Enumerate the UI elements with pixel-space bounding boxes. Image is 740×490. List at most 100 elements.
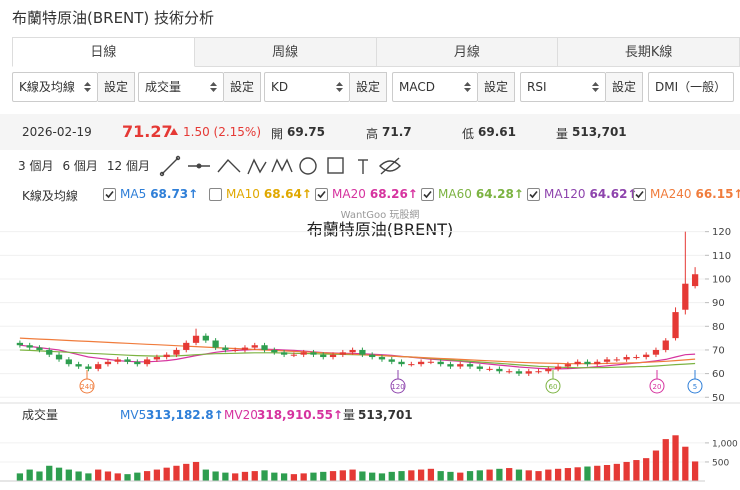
volume-bar [26,469,33,481]
arrow-down [464,88,471,92]
quote-bar: 2026-02-19 71.27 1.50 (2.15%) 開 69.75 高 … [0,114,740,150]
watermark: WantGoo 玩股網 [341,208,420,221]
volume-legend-name: 量 [343,408,355,422]
y-tick-label: 80 [712,322,725,333]
candle-body [192,335,200,343]
volume-bar [280,473,288,481]
volume-bar [447,471,454,481]
tab[interactable]: 月線 [376,37,559,67]
range-button[interactable]: 12 個月 [106,159,150,173]
candle-body [290,354,298,356]
tab[interactable]: 周線 [194,37,377,67]
angle-tool[interactable] [217,158,241,173]
settings-button[interactable]: 設定 [350,72,387,102]
volume-bar [320,471,327,481]
candle-body [652,349,660,355]
high-value: 71.7 [382,125,412,139]
volume-legend-name: MV5 [120,408,146,422]
candle-body [486,368,493,370]
selector-group: RSI 設定 [520,72,643,102]
period-marker-label: 240 [80,383,93,391]
dropdown[interactable]: 成交量 [138,72,224,102]
line-tool[interactable] [159,155,181,177]
hline-tool[interactable] [188,163,210,169]
volume-bar [633,460,640,481]
volume-bar [55,467,63,481]
volume-bar [95,469,102,481]
check [635,190,644,198]
candle-body [447,364,454,367]
up-arrow-icon [170,128,178,135]
period-marker [687,378,703,394]
rect-tool[interactable] [327,157,344,174]
legend-name: MA240 [650,187,692,201]
settings-button[interactable]: 設定 [98,72,135,102]
dropdown[interactable]: MACD [392,72,478,102]
checkbox[interactable] [527,187,540,201]
volume-bar [506,468,513,481]
range-button[interactable]: 3 個月 [18,159,54,173]
hide-tool[interactable] [379,157,401,175]
legend-value: 66.15↑ [695,187,740,201]
candle-body [173,349,180,355]
volume-bar [437,471,444,481]
checkbox[interactable] [209,187,222,201]
candle-body [672,312,679,339]
y-tick-label: 90 [712,298,725,309]
y-tick-label: 100 [712,274,731,285]
dropdown-label: DMI（一般） [655,80,727,94]
dropdown[interactable]: K線及均線 [12,72,98,102]
checkbox[interactable] [633,187,646,201]
range-button[interactable]: 6 個月 [62,159,98,173]
dropdown[interactable]: RSI [520,72,606,102]
arrow-down [84,88,91,92]
candle-body [554,366,562,369]
volume-bar [124,474,131,481]
dropdown-arrow [464,82,471,92]
candle-body [662,340,669,350]
tab[interactable]: 日線 [12,37,195,67]
dropdown[interactable]: KD [264,72,350,102]
volume-bar [300,473,307,481]
volume-bar [173,465,180,481]
abc-tool[interactable] [247,158,267,175]
circle-tool[interactable] [299,157,317,175]
checkbox[interactable] [315,187,328,201]
y-tick-label: 50 [712,393,725,404]
volume-bar [388,471,395,481]
settings-button[interactable]: 設定 [606,72,643,102]
legend-item: MA20 68.26↑ [315,187,418,201]
candle-body [202,335,209,341]
text-tool[interactable] [358,159,368,174]
checkbox[interactable] [421,187,434,201]
tab[interactable]: 長期K線 [558,37,740,67]
volume-bar [525,470,532,481]
legend-item: MA10 68.64↑ [209,187,312,201]
candle-body [251,345,258,348]
volume-bar [65,469,72,481]
volume-bar [417,469,425,481]
checkmark [423,190,432,198]
wave-tool[interactable] [271,158,293,173]
settings-button[interactable]: 設定 [224,72,261,102]
volume-bar [192,461,200,481]
settings-button[interactable]: 設定 [478,72,515,102]
checkbox[interactable] [103,187,116,201]
candle-body [496,368,503,372]
candle-body [75,364,82,367]
volume-bar [310,472,317,481]
volume-bar [398,471,405,481]
candle-body [594,361,601,365]
selector-group: DMI（一般） [648,72,734,102]
candle-body [349,349,356,353]
candle-body [95,364,102,369]
volume-bar [691,461,699,481]
period-marker-label: 5 [693,383,697,391]
candle-body [232,349,239,351]
legend-name: MA60 [438,187,472,201]
candle-body [398,361,405,365]
period-marker [390,378,406,394]
dropdown[interactable]: DMI（一般） [648,72,734,102]
candle-body [143,359,151,365]
candle-body [633,357,640,359]
